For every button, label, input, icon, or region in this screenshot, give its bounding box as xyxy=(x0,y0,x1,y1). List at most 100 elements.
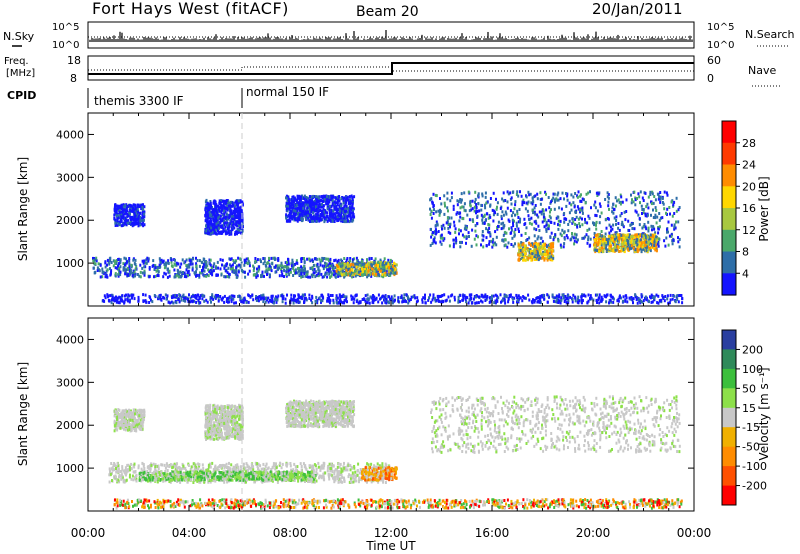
scatter-cell xyxy=(358,261,361,265)
scatter-cell xyxy=(662,202,665,206)
scatter-cell xyxy=(675,220,677,224)
scatter-cell xyxy=(328,204,331,208)
scatter-cell xyxy=(223,266,226,270)
scatter-cell xyxy=(158,263,161,267)
scatter-cell xyxy=(174,258,176,262)
scatter-cell xyxy=(247,272,250,276)
scatter-cell xyxy=(302,210,305,214)
scatter-cell xyxy=(125,223,128,227)
scatter-cell xyxy=(375,267,378,271)
scatter-cell xyxy=(473,209,476,213)
scatter-cell xyxy=(354,262,357,266)
scatter-cell xyxy=(429,198,432,202)
scatter-cell xyxy=(223,222,226,226)
scatter-cell xyxy=(178,271,181,275)
scatter-cell xyxy=(130,222,133,226)
scatter-cell xyxy=(371,267,373,271)
scatter-cell xyxy=(630,244,633,248)
scatter-cell xyxy=(213,226,215,230)
scatter-cell xyxy=(502,225,505,229)
scatter-cell xyxy=(126,219,129,223)
scatter-cell xyxy=(375,272,378,276)
scatter-cell xyxy=(308,195,311,198)
scatter-cell xyxy=(94,262,97,266)
scatter-cell xyxy=(206,216,209,219)
scatter-cell xyxy=(318,269,321,273)
scatter-cell xyxy=(143,205,146,209)
scatter-cell xyxy=(463,227,466,231)
scatter-cell xyxy=(211,214,214,218)
scatter-cell xyxy=(236,275,239,279)
scatter-cell xyxy=(558,206,561,210)
scatter-cell xyxy=(651,192,654,196)
scatter-cell xyxy=(538,229,541,232)
scatter-cell xyxy=(516,296,519,300)
scatter-cell xyxy=(543,252,546,256)
scatter-cell xyxy=(323,209,326,212)
scatter-cell xyxy=(438,211,441,215)
scatter-cell xyxy=(175,263,178,267)
scatter-cell xyxy=(673,227,676,231)
scatter-cell xyxy=(459,215,462,219)
scatter-cell xyxy=(104,296,107,300)
scatter-cell xyxy=(519,249,522,252)
scatter-cell xyxy=(327,216,330,220)
scatter-cell xyxy=(550,231,553,235)
scatter-cell xyxy=(547,249,550,253)
scatter-cell xyxy=(365,264,368,268)
scatter-cell xyxy=(527,190,530,194)
scatter-cell xyxy=(595,223,597,227)
scatter-cell xyxy=(336,195,339,199)
scatter-cell xyxy=(351,202,354,206)
scatter-cell xyxy=(641,196,644,200)
scatter-cell xyxy=(550,208,552,212)
scatter-cell xyxy=(500,222,503,226)
scatter-cell xyxy=(589,237,592,241)
scatter-cell xyxy=(142,203,144,207)
scatter-cell xyxy=(220,211,223,215)
scatter-cell xyxy=(512,221,514,225)
scatter-cell xyxy=(593,203,596,207)
scatter-cell xyxy=(612,211,615,215)
scatter-cell xyxy=(221,224,223,228)
scatter-cell xyxy=(457,200,460,204)
scatter-cell xyxy=(594,240,597,244)
scatter-cell xyxy=(598,247,601,251)
scatter-cell xyxy=(463,202,466,206)
scatter-cell xyxy=(644,214,647,218)
scatter-cell xyxy=(555,197,558,201)
scatter-cell xyxy=(577,217,580,221)
scatter-cell xyxy=(350,211,353,215)
scatter-cell xyxy=(645,245,648,249)
scatter-cell xyxy=(433,239,436,243)
scatter-cell xyxy=(495,197,497,201)
scatter-cell xyxy=(131,217,134,221)
scatter-cell xyxy=(263,257,266,261)
scatter-cell xyxy=(299,197,302,201)
scatter-cell xyxy=(306,275,309,278)
scatter-cell xyxy=(224,232,227,236)
scatter-cell xyxy=(630,193,632,197)
noise-left-tick-bottom: 10^0 xyxy=(52,40,79,51)
scatter-cell xyxy=(512,300,515,304)
scatter-cell xyxy=(379,269,382,273)
scatter-cell xyxy=(658,195,661,199)
scatter-cell xyxy=(488,214,491,217)
scatter-cell xyxy=(547,196,550,199)
scatter-cell xyxy=(677,240,680,244)
scatter-cell xyxy=(337,208,340,211)
scatter-cell xyxy=(328,198,331,202)
scatter-cell xyxy=(595,244,598,248)
scatter-cell xyxy=(218,230,221,234)
scatter-cell xyxy=(106,258,109,262)
scatter-cell xyxy=(505,212,508,216)
scatter-cell xyxy=(506,190,509,194)
scatter-cell xyxy=(300,202,302,206)
scatter-cell xyxy=(574,222,577,226)
scatter-cell xyxy=(130,219,133,223)
scatter-cell xyxy=(524,258,527,262)
scatter-cell xyxy=(296,218,299,222)
scatter-cell xyxy=(605,246,607,250)
scatter-cell xyxy=(227,200,230,203)
scatter-cell xyxy=(237,211,239,215)
